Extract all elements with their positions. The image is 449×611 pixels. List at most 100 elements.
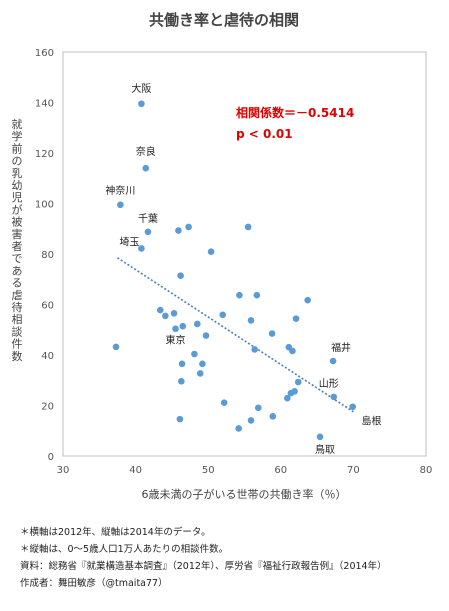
- data-point-2: [117, 201, 124, 209]
- y-axis-label-char-0: 就: [12, 117, 23, 131]
- data-point-42: [176, 415, 184, 423]
- y-axis-label-char-3: の: [12, 155, 23, 168]
- y-tick-80: 80: [41, 250, 54, 261]
- point-label-0: 大阪: [131, 82, 151, 95]
- scatter-chart: 共働き率と虐待の相関 0 20 40 60 80 100 120 140 160 30 40 50 6…: [12, 11, 433, 501]
- data-point-13: [304, 296, 311, 304]
- y-axis-label-char-7: が: [12, 202, 23, 216]
- y-tick-labels: 0 20 40 60 80 100 120 140 160: [35, 48, 54, 463]
- y-axis-label-char-12: あ: [12, 264, 23, 277]
- data-point-31: [196, 370, 204, 377]
- y-tick-120: 120: [35, 149, 54, 160]
- y-axis-label-char-19: 数: [12, 350, 23, 363]
- extra-label-0: 島根: [362, 414, 382, 427]
- data-point-6: [175, 227, 182, 234]
- data-point-7: [185, 223, 192, 231]
- data-point-16: [162, 312, 169, 320]
- data-point-23: [202, 332, 210, 339]
- data-point-43: [247, 417, 255, 424]
- y-axis-label-char-13: る: [12, 277, 23, 290]
- data-point-37: [284, 394, 291, 402]
- data-point-40: [220, 399, 228, 407]
- y-axis-label-char-11: で: [12, 252, 23, 265]
- y-tick-20: 20: [41, 402, 54, 413]
- y-axis-label-char-17: 談: [12, 324, 23, 338]
- y-axis-label-char-1: 学: [12, 129, 23, 143]
- data-point-5: [112, 343, 120, 351]
- data-point-21: [179, 322, 187, 330]
- y-axis-label-char-14: 虐: [12, 289, 23, 302]
- data-point-30: [199, 360, 206, 368]
- y-axis-label-char-15: 待: [12, 300, 23, 314]
- data-point-11: [236, 291, 243, 299]
- data-point-9: [207, 248, 215, 256]
- y-tick-100: 100: [35, 200, 54, 211]
- y-tick-60: 60: [41, 301, 54, 312]
- plot-area: [62, 51, 427, 457]
- y-axis-label-char-5: 幼: [12, 179, 23, 192]
- y-tick-0: 0: [48, 452, 54, 463]
- point-label-33: 福井: [331, 341, 351, 354]
- note-2: ＊縦軸は、0～5歳人口1万人あたりの相談件数。: [20, 544, 229, 555]
- x-tick-50: 50: [202, 465, 215, 476]
- y-tick-40: 40: [41, 351, 54, 362]
- data-point-44: [269, 413, 277, 420]
- data-point-33: [329, 357, 337, 365]
- y-axis-label-char-2: 前: [12, 141, 23, 155]
- point-label-2: 神奈川: [105, 184, 135, 197]
- point-label-1: 奈良: [136, 145, 156, 158]
- p-value-label: p < 0.01: [236, 127, 293, 141]
- data-point-4: [138, 245, 145, 252]
- data-point-27: [289, 347, 296, 355]
- point-label-20: 東京: [166, 334, 186, 347]
- data-point-24: [268, 330, 276, 337]
- data-point-17: [219, 311, 227, 319]
- point-label-3: 千葉: [138, 212, 158, 225]
- data-point-28: [191, 350, 198, 358]
- y-tick-140: 140: [35, 99, 54, 110]
- y-axis-label-char-6: 児: [12, 191, 23, 204]
- y-axis-label-char-16: 相: [12, 313, 23, 326]
- chart-title: 共働き率と虐待の相関: [149, 11, 299, 29]
- point-label-46: 鳥取: [315, 443, 335, 456]
- data-point-45: [235, 425, 242, 432]
- data-point-36: [287, 389, 295, 397]
- data-point-10: [177, 272, 184, 280]
- data-point-34: [294, 378, 302, 386]
- data-point-41: [254, 404, 262, 412]
- trend-line: [117, 257, 354, 413]
- data-point-8: [244, 223, 252, 231]
- data-point-3: [144, 228, 152, 236]
- data-point-18: [292, 315, 300, 322]
- data-point-32: [178, 377, 185, 385]
- x-axis-label: 6歳未満の子がいる世帯の共働き率（％）: [142, 487, 347, 501]
- x-tick-labels: 30 40 50 60 70 80: [57, 465, 433, 476]
- data-point-38: [330, 393, 338, 401]
- data-point-25: [251, 346, 258, 353]
- y-axis-label-char-10: 者: [12, 240, 23, 253]
- point-label-38: 山形: [319, 378, 339, 390]
- y-tick-160: 160: [35, 48, 54, 59]
- data-point-19: [247, 317, 255, 324]
- y-axis-label-char-9: 害: [12, 227, 23, 241]
- x-tick-40: 40: [129, 465, 142, 476]
- note-1: ＊横軸は2012年、縦軸は2014年のデータ。: [20, 527, 211, 538]
- data-point-46: [316, 433, 324, 441]
- x-tick-60: 60: [274, 465, 287, 476]
- x-tick-30: 30: [57, 465, 70, 476]
- data-point-29: [178, 360, 186, 368]
- correlation-label: 相関係数＝－0.5414: [236, 105, 354, 120]
- y-axis-label-char-8: 被: [12, 216, 23, 229]
- notes: ＊横軸は2012年、縦軸は2014年のデータ。 ＊縦軸は、0～5歳人口1万人あた…: [20, 524, 387, 592]
- note-author: 作成者：舞田敏彦（@tmaita77）: [20, 578, 168, 589]
- data-point-0: [138, 100, 145, 108]
- data-point-22: [194, 320, 201, 328]
- x-tick-80: 80: [420, 465, 433, 476]
- x-tick-70: 70: [347, 465, 360, 476]
- y-axis-label-char-18: 件: [12, 338, 23, 351]
- note-source: 資料：総務省『就業構造基本調査』（2012年）、厚労省『福祉行政報告例』（201…: [20, 561, 387, 572]
- data-point-15: [170, 310, 178, 317]
- data-points: [112, 100, 356, 441]
- data-point-1: [142, 164, 150, 172]
